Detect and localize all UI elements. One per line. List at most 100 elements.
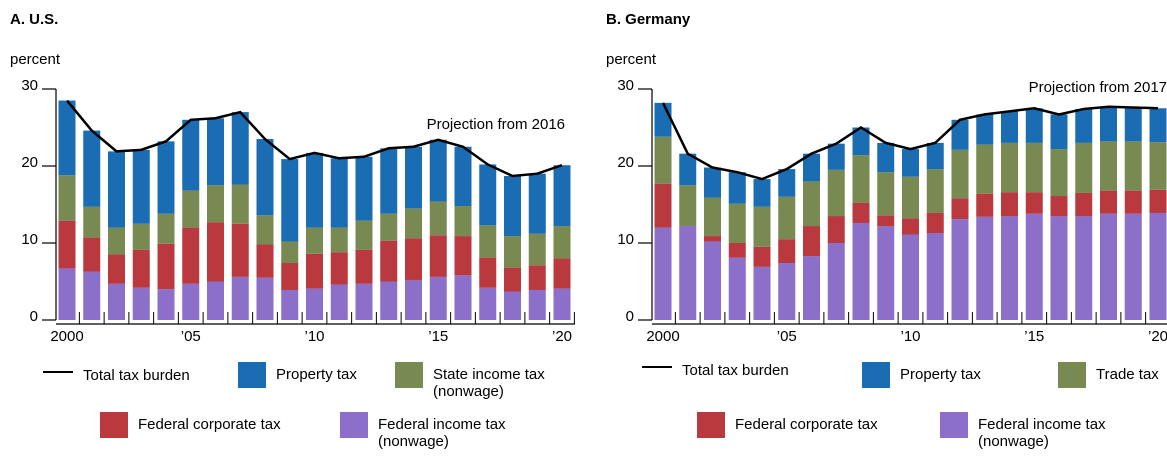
y-tick-label: 0 xyxy=(30,308,38,325)
bar-segment xyxy=(753,266,771,320)
legend-label: Total tax burden xyxy=(83,367,190,384)
bar-segment xyxy=(108,151,125,228)
bar-segment xyxy=(281,289,299,320)
legend-item: Property tax xyxy=(862,362,981,388)
bar-segment xyxy=(504,267,521,292)
y-tick-label: 20 xyxy=(21,154,38,171)
bar-segment xyxy=(528,289,546,320)
y-axis-label: percent xyxy=(10,51,61,68)
bar-segment xyxy=(704,197,721,237)
bar-segment xyxy=(454,236,472,276)
bar-segment xyxy=(951,219,969,320)
bar-segment xyxy=(429,139,447,202)
bar-segment xyxy=(528,233,546,266)
bar-segment xyxy=(108,227,125,255)
bar-segment xyxy=(207,185,224,223)
bar-segment xyxy=(704,236,721,242)
bar-segment xyxy=(1001,142,1018,193)
bar-segment xyxy=(330,284,348,320)
panel-title: B. Germany xyxy=(606,11,691,28)
bar-segment xyxy=(753,206,771,247)
panel-title: A. U.S. xyxy=(10,11,58,28)
bar-segment xyxy=(182,227,200,284)
bar-segment xyxy=(231,184,249,224)
bar-segment xyxy=(553,226,571,259)
y-axis-label: percent xyxy=(606,51,657,68)
bar-segment xyxy=(1001,192,1018,217)
bar-segment xyxy=(429,276,447,320)
bar-segment xyxy=(528,265,546,290)
bar-segment xyxy=(380,281,398,320)
legend-swatch xyxy=(238,362,266,388)
bar-segment xyxy=(504,176,521,237)
total-line xyxy=(661,102,1159,181)
bar-segment xyxy=(778,239,796,264)
bar-segment xyxy=(330,252,348,285)
legend-line xyxy=(43,371,73,373)
legend-swatch xyxy=(697,412,725,438)
bar-segment xyxy=(1124,190,1142,214)
legend-item: Federal corporate tax xyxy=(697,412,878,438)
bar-segment xyxy=(207,222,224,282)
bar-segment xyxy=(182,190,200,228)
legend-label: Trade tax xyxy=(1096,366,1159,383)
bar-segment xyxy=(429,235,447,277)
legend-item: Federal corporate tax xyxy=(100,412,281,438)
y-tick-label: 10 xyxy=(21,231,38,248)
bar-segment xyxy=(1124,107,1142,142)
bar-segment xyxy=(852,222,870,320)
bar-segment xyxy=(753,179,771,207)
bar-segment xyxy=(553,165,571,227)
x-tick-label: 2000 xyxy=(646,328,679,345)
bar-segment xyxy=(778,196,796,240)
bar-segment xyxy=(380,240,398,282)
bar-segment xyxy=(1001,111,1018,143)
legend-swatch xyxy=(395,362,423,388)
bar-segment xyxy=(553,288,571,320)
bar-segment xyxy=(132,149,150,224)
legend-item: State income tax (nonwage) xyxy=(395,362,598,400)
bar-segment xyxy=(355,249,373,284)
legend-item: Trade tax xyxy=(1058,362,1159,388)
bar-segment xyxy=(182,283,200,320)
legend-label: Federal corporate tax xyxy=(138,416,281,433)
bar-segment xyxy=(803,153,820,182)
bar-segment xyxy=(728,172,746,204)
bar-segment xyxy=(976,193,994,217)
bar-segment xyxy=(231,276,249,320)
bar-segment xyxy=(803,226,820,257)
bar-segment xyxy=(1050,114,1068,150)
y-tick-label: 0 xyxy=(626,308,634,325)
bar-segment xyxy=(654,227,672,320)
bar-segment xyxy=(132,287,150,320)
legend-line xyxy=(642,366,672,368)
bar-segment xyxy=(926,142,944,170)
bar-segment xyxy=(1050,216,1068,320)
bar-segment xyxy=(679,153,697,186)
legend-swatch xyxy=(1058,362,1086,388)
bar-segment xyxy=(157,213,175,244)
bar-segment xyxy=(728,203,746,243)
bar-segment xyxy=(405,146,422,209)
y-tick-label: 30 xyxy=(21,77,38,94)
bar-segment xyxy=(926,212,944,233)
bar-segment xyxy=(654,102,672,137)
bar-segment xyxy=(827,143,845,170)
bar-segment xyxy=(728,243,746,258)
bar-segment xyxy=(951,198,969,220)
bar-segment xyxy=(877,226,895,320)
bar-segment xyxy=(157,141,175,214)
x-tick-label: 2000 xyxy=(50,328,83,345)
bar-segment xyxy=(504,236,521,268)
legend-item: Federal income tax (nonwage) xyxy=(940,412,1143,450)
bar-segment xyxy=(405,208,422,239)
bar-segment xyxy=(281,263,299,290)
bar-segment xyxy=(528,173,546,234)
bar-segment xyxy=(1025,108,1043,143)
bar-segment xyxy=(704,167,721,198)
bar-segment xyxy=(852,155,870,203)
bar-segment xyxy=(1149,142,1167,190)
bar-segment xyxy=(1025,142,1043,193)
bar-segment xyxy=(827,243,845,320)
